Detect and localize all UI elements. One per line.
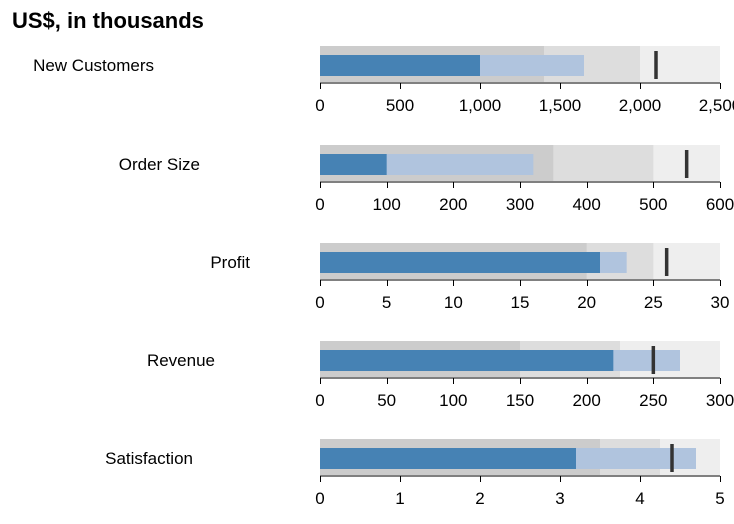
tick-label: 10 [444,293,463,312]
measure-bar-primary [320,448,576,469]
tick-label: 1,500 [539,96,582,115]
measure-bar-primary [320,154,387,175]
tick-label: 25 [644,293,663,312]
bullet-label: Revenue [147,351,215,370]
bullet-groups: New Customers05001,0001,5002,0002,500Ord… [33,46,734,508]
tick-label: 3 [555,489,564,508]
tick-label: 1 [395,489,404,508]
tick-label: 100 [439,391,467,410]
tick-label: 500 [386,96,414,115]
tick-label: 20 [577,293,596,312]
tick-label: 250 [639,391,667,410]
tick-label: 0 [315,195,324,214]
tick-label: 2,500 [699,96,734,115]
tick-label: 50 [377,391,396,410]
tick-label: 0 [315,293,324,312]
tick-label: 2 [475,489,484,508]
bullet-label: Satisfaction [105,449,193,468]
bullet-new-customers: New Customers 0 500 1,000 1,500 2,000 2,500 [33,46,734,115]
bullet-label: Profit [210,253,250,272]
tick-label: 1,000 [459,96,502,115]
chart-title: US$, in thousands [12,8,204,33]
tick-label: 5 [715,489,724,508]
tick-label: 600 [706,195,734,214]
bullet-revenue: Revenue 0 50 100 150 200 250 300 [147,341,734,410]
tick-label: 5 [382,293,391,312]
bullet-profit: Profit 0 5 10 15 20 25 30 [210,243,729,312]
tick-label: 0 [315,489,324,508]
bullet-satisfaction: Satisfaction 0 1 2 3 4 5 [105,439,725,508]
tick-label: 300 [506,195,534,214]
measure-bar-primary [320,55,480,76]
bullet-label: Order Size [119,155,200,174]
tick-label: 30 [711,293,730,312]
tick-label: 100 [372,195,400,214]
tick-label: 15 [511,293,530,312]
tick-label: 0 [315,96,324,115]
measure-bar-primary [320,252,600,273]
bullet-order-size: Order Size 0 100 200 300 400 500 600 [119,145,734,214]
tick-label: 2,000 [619,96,662,115]
tick-label: 300 [706,391,734,410]
tick-label: 0 [315,391,324,410]
tick-label: 200 [439,195,467,214]
measure-bar-primary [320,350,614,371]
bullet-label: New Customers [33,56,154,75]
tick-label: 400 [572,195,600,214]
tick-label: 500 [639,195,667,214]
tick-label: 200 [572,391,600,410]
tick-label: 150 [506,391,534,410]
tick-label: 4 [635,489,644,508]
